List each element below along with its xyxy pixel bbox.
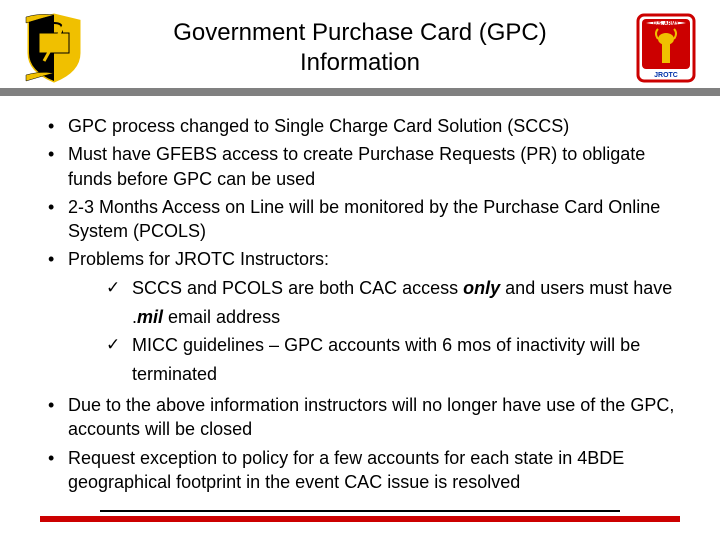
header-divider	[0, 88, 720, 96]
emphasis-mil: mil	[137, 307, 163, 327]
title-line-1: Government Purchase Card (GPC)	[173, 19, 546, 46]
slide-header: Government Purchase Card (GPC) Informati…	[0, 0, 720, 88]
slide-content: GPC process changed to Single Charge Car…	[0, 96, 720, 494]
main-bullet-list: GPC process changed to Single Charge Car…	[40, 114, 680, 494]
bullet-item: GPC process changed to Single Charge Car…	[40, 114, 680, 138]
emphasis-only: only	[463, 278, 500, 298]
jrotc-army-badge: U.S. ARMY JROTC	[636, 13, 696, 83]
sub-check-list: SCCS and PCOLS are both CAC access only …	[100, 274, 680, 389]
red-bar	[40, 516, 680, 522]
footer-divider	[0, 510, 720, 522]
svg-text:U.S. ARMY: U.S. ARMY	[653, 21, 679, 27]
bullet-item: 2-3 Months Access on Line will be monito…	[40, 195, 680, 244]
check-text-part: SCCS and PCOLS are both CAC access	[132, 278, 463, 298]
rotc-shield-badge	[24, 13, 84, 83]
black-line	[100, 510, 620, 512]
title-line-2: Information	[300, 49, 420, 76]
bullet-item: Request exception to policy for a few ac…	[40, 446, 680, 495]
bullet-item: Problems for JROTC Instructors: SCCS and…	[40, 247, 680, 388]
slide-title: Government Purchase Card (GPC) Informati…	[84, 18, 636, 78]
bullet-text: Problems for JROTC Instructors:	[68, 249, 329, 269]
bullet-item: Due to the above information instructors…	[40, 393, 680, 442]
check-text-part: email address	[163, 307, 280, 327]
bullet-item: Must have GFEBS access to create Purchas…	[40, 142, 680, 191]
check-item: SCCS and PCOLS are both CAC access only …	[100, 274, 680, 332]
check-item: MICC guidelines – GPC accounts with 6 mo…	[100, 331, 680, 389]
svg-text:JROTC: JROTC	[654, 72, 678, 79]
